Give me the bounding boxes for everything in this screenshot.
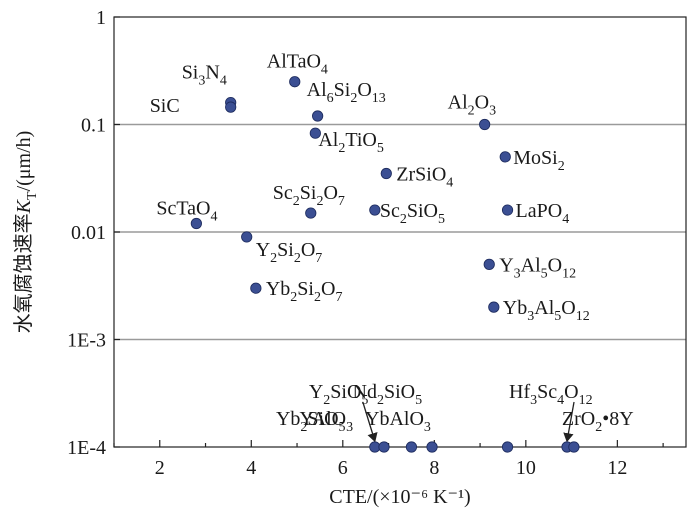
- data-label: ScTaO4: [156, 197, 217, 224]
- x-tick-label: 6: [338, 457, 348, 479]
- data-point: [405, 441, 418, 453]
- data-label: Y2Si2O7: [256, 239, 323, 266]
- label-arrow: [563, 401, 575, 443]
- y-tick-label: 1: [96, 7, 106, 29]
- data-point: [380, 167, 392, 180]
- axis-ticks: [113, 16, 664, 448]
- data-point: [501, 441, 514, 453]
- data-points: [190, 76, 580, 453]
- data-label: Y3Al5O12: [499, 254, 576, 281]
- data-label: Sc2SiO5: [380, 200, 445, 227]
- y-tick-label: 0.01: [71, 222, 106, 244]
- data-point: [250, 282, 262, 294]
- data-label: Yb2Si2O7: [266, 278, 343, 305]
- data-label: MoSi2: [513, 147, 564, 174]
- data-point: [499, 151, 511, 163]
- data-label: YAlO3: [299, 408, 353, 435]
- data-point: [369, 204, 381, 216]
- data-point: [190, 217, 202, 230]
- y-tick-label: 0.1: [81, 115, 106, 137]
- x-tick-label: 4: [246, 457, 256, 479]
- data-label: YbAlO3: [365, 408, 431, 435]
- x-axis-title: CTE/(×10⁻⁶ K⁻¹): [329, 486, 470, 508]
- data-point: [241, 231, 253, 243]
- x-tick-label: 10: [516, 457, 536, 479]
- data-label: Yb2SiO5: [276, 408, 346, 435]
- data-label: SiC: [150, 95, 180, 117]
- data-label: Al2O3: [448, 92, 496, 119]
- data-label: ZrO2•8Y: [562, 408, 634, 435]
- label-arrow: [362, 401, 378, 443]
- label-arrows: [362, 401, 575, 443]
- data-point: [501, 204, 514, 216]
- data-label: Al2TiO5: [318, 129, 384, 156]
- data-label: Hf3Sc4O12: [509, 381, 593, 408]
- y-tick-labels: 1E-4 1E-3 0.01 0.1 1: [67, 7, 106, 459]
- y-axis-title-var-sub: T: [25, 191, 40, 200]
- y-tick-label: 1E-4: [67, 437, 106, 459]
- data-point: [479, 118, 491, 131]
- data-point: [289, 76, 301, 88]
- data-label: Al6Si2O13: [307, 79, 386, 106]
- x-tick-label: 2: [155, 457, 165, 479]
- data-point: [225, 101, 237, 113]
- data-label: LaPO4: [516, 200, 570, 227]
- data-label: ZrSiO4: [396, 164, 453, 191]
- data-point: [426, 441, 438, 453]
- y-tick-label: 1E-3: [67, 330, 106, 352]
- data-label: Nd2SiO5: [353, 381, 423, 408]
- gridlines: [114, 123, 686, 341]
- data-point: [568, 441, 580, 453]
- data-label: Sc2Si2O7: [273, 182, 345, 209]
- data-point: [378, 441, 390, 453]
- data-point: [488, 301, 500, 313]
- x-tick-labels: 2 4 6 8 10 12: [155, 457, 628, 479]
- data-label: AlTaO4: [267, 51, 328, 78]
- data-point: [483, 258, 495, 270]
- data-label: Si3N4: [182, 62, 227, 89]
- y-axis-title-main: 水氧腐蚀速率: [12, 213, 35, 333]
- y-axis-title: 水氧腐蚀速率KT/(μm/h): [12, 131, 40, 334]
- x-tick-label: 12: [607, 457, 627, 479]
- data-point: [309, 127, 321, 139]
- data-label: Yb3Al5O12: [503, 297, 590, 324]
- x-tick-label: 8: [429, 457, 439, 479]
- data-label: Y2SiO5: [309, 381, 369, 408]
- data-point: [305, 207, 317, 219]
- y-axis-title-var: K: [13, 198, 35, 214]
- y-axis-title-unit: /(μm/h): [13, 131, 35, 192]
- data-point: [312, 110, 324, 122]
